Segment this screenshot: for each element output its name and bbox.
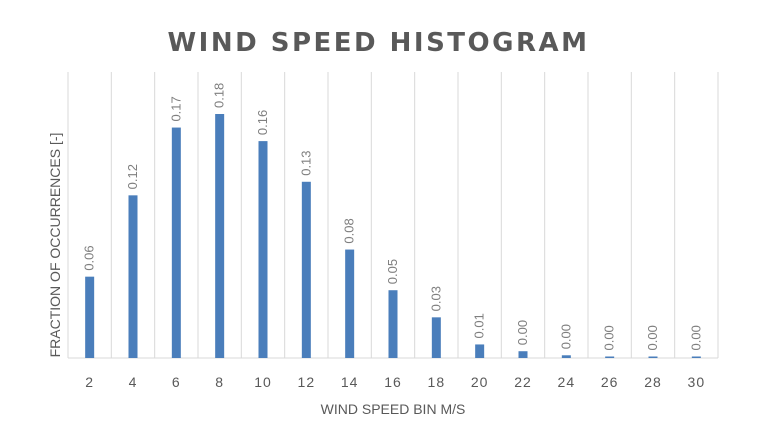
bar-22: [518, 351, 528, 358]
bar-14: [345, 249, 355, 358]
x-tick-30: 30: [688, 374, 706, 390]
data-label-30: 0.00: [688, 325, 703, 350]
data-label-24: 0.00: [558, 324, 573, 349]
data-label-18: 0.03: [428, 286, 443, 311]
data-label-16: 0.05: [385, 259, 400, 284]
data-label-26: 0.00: [602, 325, 617, 350]
data-label-4: 0.12: [125, 164, 140, 189]
data-label-14: 0.08: [342, 218, 357, 243]
bar-16: [388, 290, 398, 358]
bar-18: [431, 317, 441, 358]
data-label-12: 0.13: [298, 150, 313, 175]
bar-28: [648, 356, 658, 358]
bar-12: [301, 181, 311, 358]
x-tick-22: 22: [514, 374, 532, 390]
bar-layer: [85, 114, 701, 358]
bar-8: [215, 114, 225, 358]
x-tick-4: 4: [129, 374, 138, 390]
bar-30: [691, 356, 701, 358]
x-tick-10: 10: [254, 374, 272, 390]
bar-6: [171, 127, 181, 358]
x-tick-16: 16: [384, 374, 402, 390]
bar-2: [85, 276, 95, 358]
data-label-6: 0.17: [168, 96, 183, 121]
x-axis-title: WIND SPEED BIN M/S: [321, 401, 466, 417]
data-label-20: 0.01: [472, 313, 487, 338]
x-tick-24: 24: [558, 374, 576, 390]
bar-4: [128, 195, 138, 358]
data-label-2: 0.06: [82, 245, 97, 270]
x-tick-20: 20: [471, 374, 489, 390]
x-tick-8: 8: [215, 374, 224, 390]
x-tick-6: 6: [172, 374, 181, 390]
data-label-layer: 0.06 0.12 0.17 0.18 0.16 0.13 0.08 0.05 0.03 0.01…: [82, 83, 704, 351]
x-tick-layer: 2 4 6 8 10 12 14 16 18 20 22 24 26 28 30: [85, 374, 706, 390]
grid-layer: [67, 72, 719, 359]
y-axis-title: FRACTION OF OCCURRENCES [-]: [47, 133, 63, 358]
data-label-28: 0.00: [645, 325, 660, 350]
bar-26: [605, 356, 615, 358]
x-tick-14: 14: [341, 374, 359, 390]
data-label-10: 0.16: [255, 110, 270, 135]
x-tick-28: 28: [644, 374, 662, 390]
chart-title: WIND SPEED HISTOGRAM: [167, 28, 590, 58]
bar-10: [258, 141, 268, 358]
bar-20: [475, 344, 485, 358]
x-tick-18: 18: [428, 374, 446, 390]
x-tick-12: 12: [298, 374, 316, 390]
x-tick-26: 26: [601, 374, 619, 390]
data-label-8: 0.18: [212, 83, 227, 108]
bar-24: [561, 355, 571, 358]
data-label-22: 0.00: [515, 320, 530, 345]
x-tick-2: 2: [85, 374, 94, 390]
